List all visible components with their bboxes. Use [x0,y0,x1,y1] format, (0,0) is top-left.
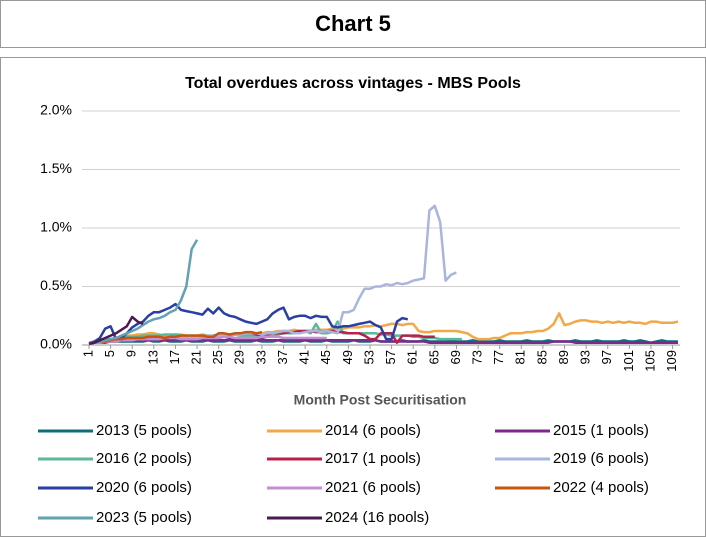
x-tick-label: 37 [275,350,290,364]
x-tick-label: 97 [599,350,614,364]
legend-label: 2020 (6 pools) [96,479,192,496]
x-tick-label: 17 [167,350,182,364]
x-tick-label: 13 [145,350,160,364]
x-tick-label: 5 [102,350,117,357]
y-tick-label: 0.0% [40,336,72,352]
series-line [88,239,199,346]
y-tick-label: 1.0% [40,219,72,235]
legend-label: 2021 (6 pools) [325,479,421,496]
legend-label: 2022 (4 pools) [553,479,649,496]
x-tick-label: 57 [383,350,398,364]
x-tick-label: 33 [253,350,268,364]
x-tick-label: 77 [491,350,506,364]
x-tick-label: 25 [210,350,225,364]
legend-label: 2019 (6 pools) [553,450,649,467]
legend-label: 2016 (2 pools) [96,450,192,467]
x-tick-label: 93 [578,350,593,364]
header-title: Chart 5 [315,11,391,36]
legend-label: 2013 (5 pools) [96,422,192,439]
x-tick-label: 89 [556,350,571,364]
x-tick-label: 21 [189,350,204,364]
x-tick-label: 69 [448,350,463,364]
x-tick-label: 41 [297,350,312,364]
series-line [88,302,409,345]
x-tick-label: 53 [361,350,376,364]
x-tick-label: 105 [642,350,657,372]
header-box [0,0,706,48]
legend-label: 2017 (1 pools) [325,450,421,467]
chart-title: Total overdues across vintages - MBS Poo… [185,75,521,92]
legend-label: 2023 (5 pools) [96,509,192,526]
x-tick-label: 45 [318,350,333,364]
series-line [88,315,144,346]
x-tick-label: 1 [80,350,95,357]
legend-label: 2024 (16 pools) [325,509,429,526]
x-axis-label: Month Post Securitisation [294,392,467,408]
y-tick-label: 0.5% [40,277,72,293]
x-tick-label: 49 [340,350,355,364]
x-tick-label: 29 [232,350,247,364]
x-tick-label: 9 [124,350,139,357]
chart-box [0,57,706,537]
x-tick-label: 101 [621,350,636,372]
x-tick-label: 81 [513,350,528,364]
x-tick-label: 85 [534,350,549,364]
x-tick-label: 61 [405,350,420,364]
x-tick-label: 65 [426,350,441,364]
y-tick-label: 2.0% [40,102,72,118]
legend-label: 2014 (6 pools) [325,422,421,439]
x-tick-label: 109 [664,350,679,372]
legend-label: 2015 (1 pools) [553,422,649,439]
x-tick-label: 73 [470,350,485,364]
series-line [88,330,263,346]
y-tick-label: 1.5% [40,160,72,176]
